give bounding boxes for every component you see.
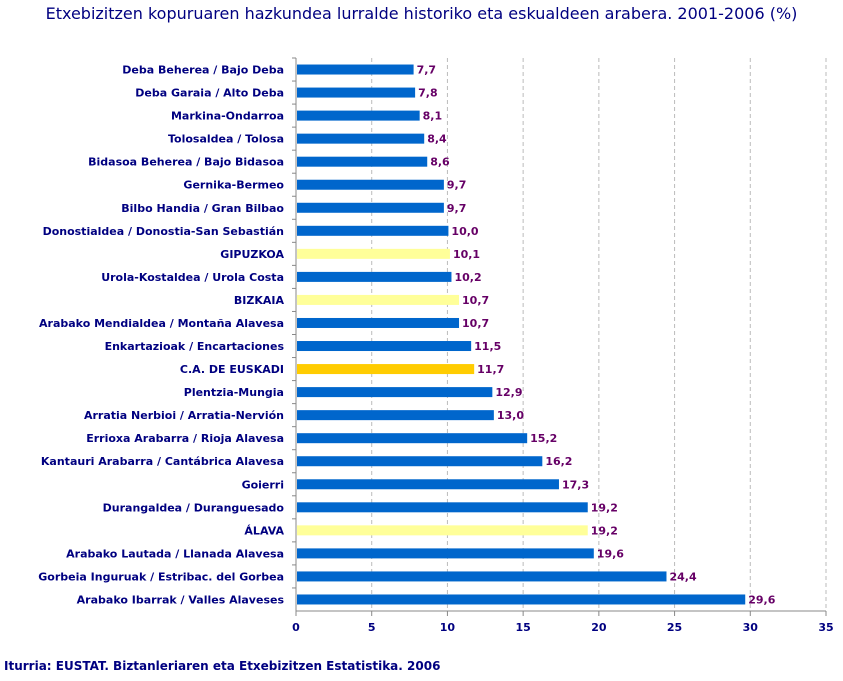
data-label: 10,0 bbox=[451, 225, 478, 238]
x-tick-label: 35 bbox=[818, 621, 833, 634]
bar bbox=[297, 156, 428, 167]
bar bbox=[297, 64, 414, 75]
x-tick-label: 10 bbox=[440, 621, 456, 634]
x-tick-label: 15 bbox=[515, 621, 530, 634]
x-tick-label: 25 bbox=[667, 621, 682, 634]
data-label: 10,7 bbox=[462, 294, 489, 307]
data-label: 19,2 bbox=[591, 501, 618, 514]
data-label: 15,2 bbox=[530, 432, 557, 445]
category-label: Errioxa Arabarra / Rioja Alavesa bbox=[86, 432, 284, 445]
data-label: 29,6 bbox=[748, 593, 775, 606]
bar bbox=[297, 294, 460, 305]
category-label: Arratia Nerbioi / Arratia-Nervión bbox=[84, 409, 284, 422]
bar bbox=[297, 364, 475, 375]
category-label: Goierri bbox=[242, 478, 284, 491]
bar bbox=[297, 410, 494, 421]
data-label: 7,8 bbox=[418, 87, 438, 100]
category-label: Bilbo Handia / Gran Bilbao bbox=[121, 202, 284, 215]
data-label: 11,7 bbox=[477, 363, 504, 376]
bar bbox=[297, 525, 588, 536]
category-label: Arabako Ibarrak / Valles Alaveses bbox=[77, 593, 285, 606]
bar bbox=[297, 248, 450, 259]
bar bbox=[297, 548, 594, 559]
category-label: Enkartazioak / Encartaciones bbox=[105, 340, 285, 353]
data-label: 17,3 bbox=[562, 478, 589, 491]
data-label: 11,5 bbox=[474, 340, 501, 353]
data-label: 8,6 bbox=[430, 156, 450, 169]
bar bbox=[297, 502, 588, 513]
bar bbox=[297, 179, 444, 190]
data-label: 19,6 bbox=[597, 547, 624, 560]
bar bbox=[297, 87, 416, 98]
bar bbox=[297, 225, 449, 236]
bar bbox=[297, 341, 472, 352]
bar bbox=[297, 317, 460, 328]
category-label: Arabako Lautada / Llanada Alavesa bbox=[66, 547, 284, 560]
data-label: 24,4 bbox=[669, 570, 696, 583]
data-label: 10,1 bbox=[453, 248, 480, 261]
data-label: 7,7 bbox=[417, 64, 437, 77]
bar bbox=[297, 479, 559, 490]
category-label: Arabako Mendialdea / Montaña Alavesa bbox=[39, 317, 284, 330]
category-label: Kantauri Arabarra / Cantábrica Alavesa bbox=[41, 455, 284, 468]
bar bbox=[297, 110, 420, 121]
category-label: Gernika-Bermeo bbox=[183, 179, 284, 192]
data-label: 16,2 bbox=[545, 455, 572, 468]
category-label: Tolosaldea / Tolosa bbox=[168, 133, 284, 146]
category-label: Markina-Ondarroa bbox=[171, 110, 284, 123]
category-label: Urola-Kostaldea / Urola Costa bbox=[101, 271, 284, 284]
data-label: 10,2 bbox=[454, 271, 481, 284]
data-label: 10,7 bbox=[462, 317, 489, 330]
data-label: 9,7 bbox=[447, 202, 467, 215]
data-label: 9,7 bbox=[447, 179, 467, 192]
x-tick-label: 20 bbox=[591, 621, 607, 634]
category-label: ÁLAVA bbox=[244, 524, 284, 537]
data-label: 13,0 bbox=[497, 409, 524, 422]
source-note: Iturria: EUSTAT. Biztanleriaren eta Etxe… bbox=[4, 659, 441, 673]
category-label: C.A. DE EUSKADI bbox=[180, 363, 284, 376]
bar bbox=[297, 433, 528, 444]
category-label: Deba Beherea / Bajo Deba bbox=[122, 64, 284, 77]
data-label: 12,9 bbox=[495, 386, 522, 399]
category-label: Donostialdea / Donostia-San Sebastián bbox=[43, 225, 284, 238]
data-label: 8,4 bbox=[427, 133, 447, 146]
chart-title: Etxebizitzen kopuruaren hazkundea lurral… bbox=[45, 4, 798, 23]
x-tick-label: 5 bbox=[368, 621, 376, 634]
category-label: Plentzia-Mungia bbox=[184, 386, 284, 399]
bar bbox=[297, 387, 493, 398]
bar bbox=[297, 202, 444, 213]
x-tick-label: 0 bbox=[292, 621, 300, 634]
data-label: 19,2 bbox=[591, 524, 618, 537]
category-label: GIPUZKOA bbox=[220, 248, 284, 261]
category-label: Gorbeia Inguruak / Estribac. del Gorbea bbox=[38, 570, 284, 583]
category-label: Deba Garaia / Alto Deba bbox=[135, 87, 284, 100]
bar bbox=[297, 133, 425, 144]
bar bbox=[297, 594, 746, 605]
data-label: 8,1 bbox=[423, 110, 443, 123]
category-label: BIZKAIA bbox=[234, 294, 285, 307]
bar bbox=[297, 456, 543, 467]
x-tick-label: 30 bbox=[743, 621, 759, 634]
category-label: Durangaldea / Duranguesado bbox=[103, 501, 285, 514]
category-label: Bidasoa Beherea / Bajo Bidasoa bbox=[88, 156, 284, 169]
bar bbox=[297, 571, 667, 582]
bar bbox=[297, 271, 452, 282]
